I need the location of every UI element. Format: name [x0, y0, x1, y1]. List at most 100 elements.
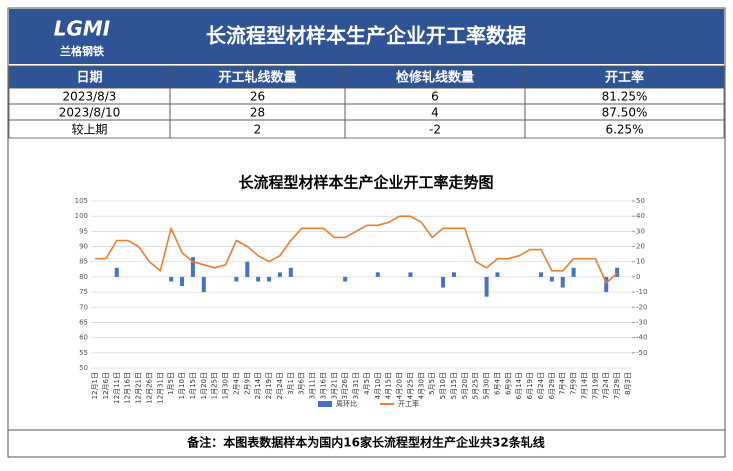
- x-tick-label: 1月30日: [222, 372, 230, 399]
- x-tick-label: 12月16日: [124, 372, 132, 404]
- x-tick-label: 4月30日: [417, 372, 425, 399]
- y2-tick-label: 0: [636, 273, 640, 281]
- y-tick-label: 80: [79, 273, 88, 281]
- x-tick-label: 7月24日: [602, 372, 610, 399]
- x-tick-label: 4月25日: [406, 372, 414, 399]
- x-tick-label: 3月26日: [341, 372, 349, 399]
- y-tick-label: 95: [79, 227, 88, 235]
- y-tick-label: 65: [79, 318, 88, 326]
- y2-tick-label: 30: [636, 227, 645, 235]
- table-header-text: 开工轧线数量: [218, 70, 296, 86]
- y2-tick-label: 40: [636, 212, 645, 220]
- x-tick-label: 5月10日: [439, 372, 447, 399]
- y2-tick-label: -20: [636, 303, 647, 311]
- x-tick-label: 7月29日: [613, 372, 621, 399]
- bar: [375, 272, 380, 277]
- bar: [114, 267, 119, 277]
- bar: [538, 272, 543, 277]
- legend-label: 开工率: [398, 399, 419, 408]
- table-cell-text: 81.25%: [602, 90, 648, 104]
- y2-tick-label: 50: [636, 197, 645, 205]
- x-tick-label: 5月15日: [450, 372, 458, 399]
- bar: [451, 272, 456, 277]
- x-tick-label: 4月10日: [374, 372, 382, 399]
- table-header-text: 检修轧线数量: [396, 70, 474, 86]
- table-cell-text: 较上期: [71, 122, 107, 137]
- y-tick-label: 85: [79, 258, 88, 266]
- x-tick-label: 6月24日: [537, 372, 545, 399]
- table-header-text: 开工率: [605, 70, 644, 86]
- x-tick-label: 6月29日: [548, 372, 556, 399]
- x-tick-label: 7月19日: [591, 372, 599, 399]
- x-tick-label: 3月11日: [309, 372, 317, 399]
- y-tick-label: 70: [79, 303, 88, 311]
- x-tick-label: 4月20日: [396, 372, 404, 399]
- bar: [256, 276, 261, 282]
- y2-tick-label: 20: [636, 243, 645, 251]
- x-tick-label: 12月6日: [102, 372, 110, 399]
- y-tick-label: 90: [79, 243, 88, 251]
- x-tick-label: 2月4日: [232, 372, 240, 395]
- bar: [549, 276, 554, 282]
- y-tick-label: 50: [79, 364, 88, 372]
- y-tick-label: 105: [75, 197, 88, 205]
- table-cell-text: 4: [431, 106, 439, 120]
- x-tick-label: 3月31日: [352, 372, 360, 399]
- bar: [495, 272, 500, 277]
- x-tick-label: 3月1日: [287, 372, 295, 395]
- table-cell-text: 2023/8/3: [63, 90, 117, 104]
- y-tick-label: 55: [79, 349, 88, 357]
- x-tick-label: 1月20日: [200, 372, 208, 399]
- x-tick-label: 6月19日: [526, 372, 534, 399]
- x-tick-label: 2月19日: [265, 372, 273, 399]
- x-tick-label: 12月31日: [156, 372, 164, 404]
- title-bar: [9, 9, 724, 64]
- table-cell-text: 28: [250, 106, 265, 120]
- note: 备注：本图表数据样本为国内16家长流程型材生产企业共32条轧线: [186, 435, 544, 450]
- x-tick-label: 6月4日: [493, 372, 501, 395]
- x-tick-label: 4月5日: [363, 372, 371, 395]
- x-tick-label: 3月6日: [298, 372, 306, 395]
- x-tick-label: 7月4日: [559, 372, 567, 395]
- x-tick-label: 12月26日: [145, 372, 153, 404]
- x-tick-label: 2月9日: [243, 372, 251, 395]
- x-tick-label: 1月5日: [167, 372, 175, 395]
- x-tick-label: 3月16日: [319, 372, 327, 399]
- x-tick-label: 12月1日: [91, 372, 99, 399]
- x-tick-label: 5月30日: [483, 372, 491, 399]
- x-tick-label: 3月21日: [330, 372, 338, 399]
- x-tick-label: 6月9日: [504, 372, 512, 395]
- bar: [571, 267, 576, 277]
- y2-tick-label: -40: [636, 334, 647, 342]
- x-tick-label: 7月9日: [570, 372, 578, 395]
- x-tick-label: 12月11日: [113, 372, 121, 404]
- table-header-text: 日期: [76, 71, 102, 86]
- bar: [604, 276, 609, 293]
- line: [95, 215, 618, 284]
- x-tick-label: 5月20日: [461, 372, 469, 399]
- table-cell-text: -2: [429, 123, 441, 137]
- x-tick-label: 5月25日: [472, 372, 480, 399]
- chart-title: 长流程型材样本生产企业开工率走势图: [238, 174, 493, 192]
- x-tick-label: 4月15日: [385, 372, 393, 399]
- table-cell-text: 26: [250, 90, 265, 104]
- bar: [288, 267, 293, 277]
- table-cell: [524, 119, 725, 139]
- logo-name: 兰格钢铁: [60, 44, 104, 58]
- y2-tick-label: 10: [636, 258, 645, 266]
- bar: [484, 276, 489, 297]
- bar: [343, 276, 348, 282]
- bar: [234, 276, 239, 282]
- bar: [169, 276, 174, 282]
- table-cell-text: 87.50%: [602, 106, 648, 120]
- x-tick-label: 1月10日: [178, 372, 186, 399]
- y-tick-label: 100: [75, 212, 88, 220]
- x-tick-label: 2月14日: [254, 372, 262, 399]
- bar: [408, 272, 413, 277]
- y2-tick-label: -10: [636, 288, 647, 296]
- page-title: 长流程型材样本生产企业开工率数据: [206, 24, 526, 48]
- x-tick-label: 5月5日: [428, 372, 436, 395]
- bar: [560, 276, 565, 288]
- x-tick-label: 8月3日: [624, 372, 632, 395]
